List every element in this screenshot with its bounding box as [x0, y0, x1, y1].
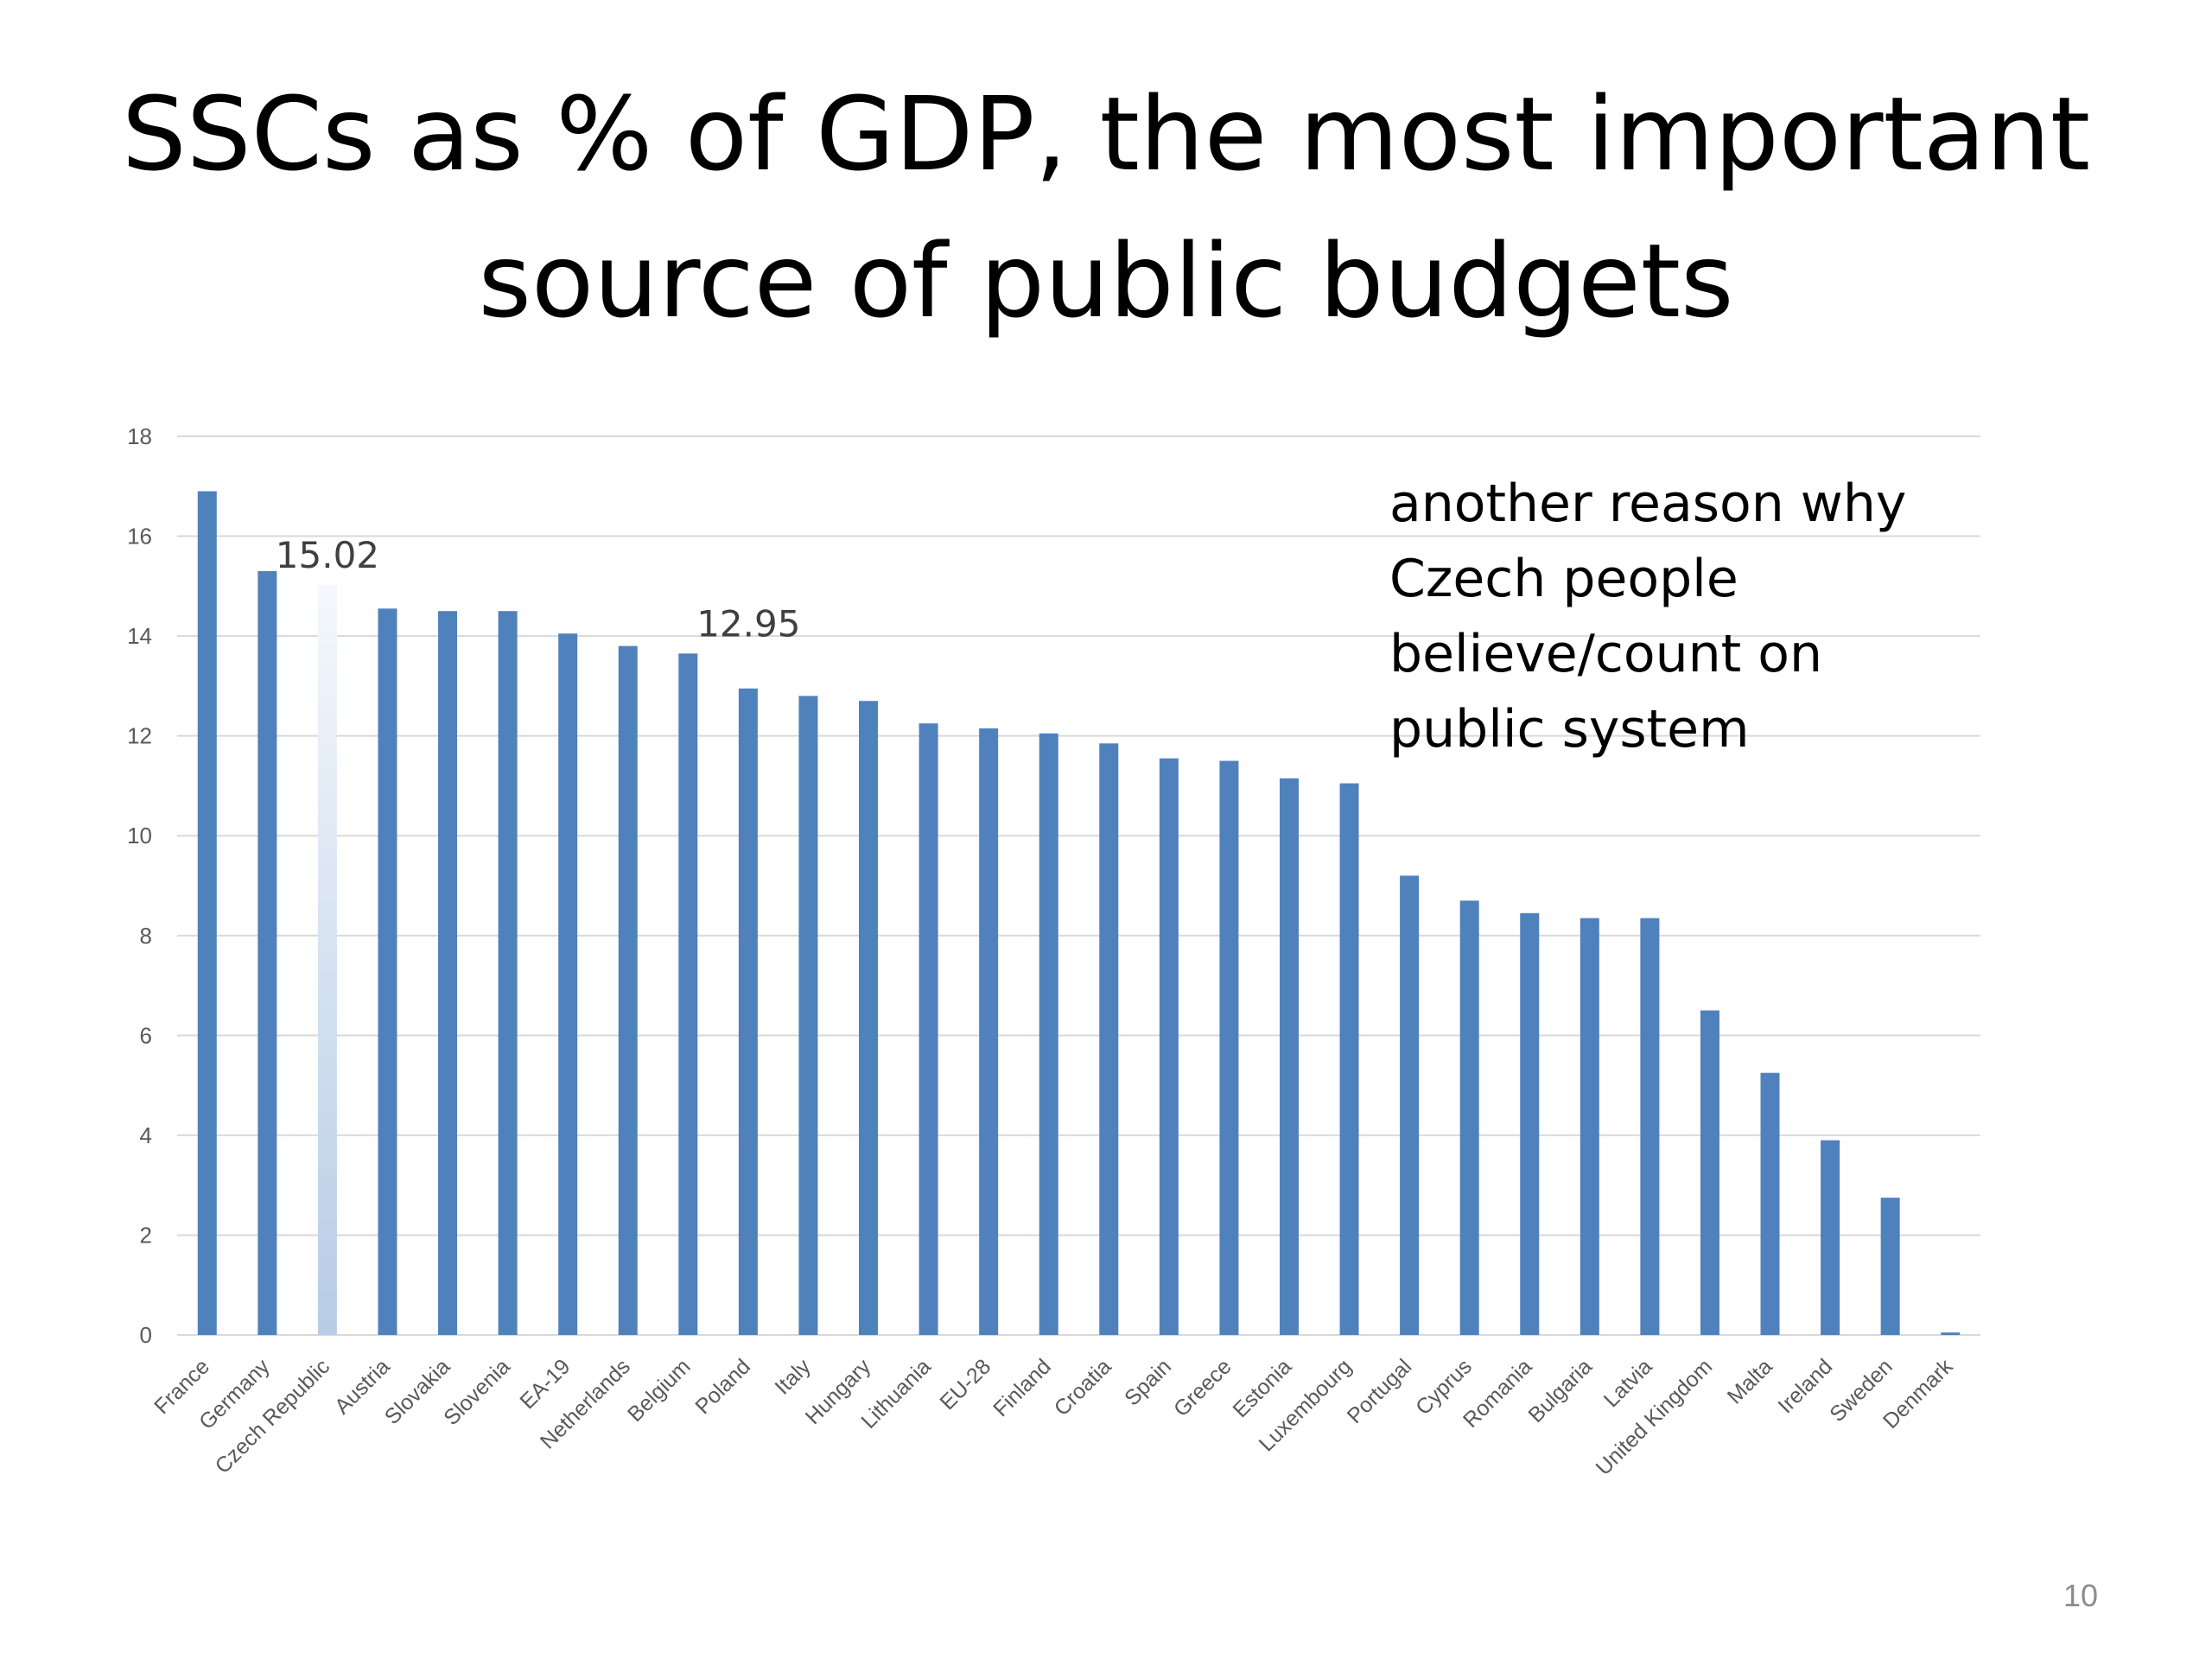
bar-bulgaria	[1580, 918, 1599, 1335]
annotation-text: another reason why Czech people believe/…	[1389, 467, 2012, 767]
x-tick-label: Poland	[690, 1354, 755, 1419]
bar-united-kingdom	[1700, 1010, 1719, 1335]
bar-eu-28	[979, 728, 999, 1335]
x-tick-label: Bulgaria	[1523, 1354, 1597, 1427]
x-tick-label: Greece	[1169, 1354, 1236, 1421]
bar-spain	[1159, 758, 1179, 1335]
y-tick-label: 0	[140, 1322, 152, 1348]
y-tick-label: 2	[140, 1222, 152, 1248]
y-tick-label: 12	[127, 723, 152, 749]
bar-belgium	[678, 653, 698, 1335]
x-tick-label: EU-28	[935, 1354, 995, 1414]
y-tick-label: 10	[127, 823, 152, 849]
bar-germany	[257, 571, 277, 1335]
annotation-line-2: Czech people	[1389, 549, 1738, 609]
bar-malta	[1760, 1072, 1780, 1335]
bar-slovakia	[438, 611, 458, 1335]
bar-netherlands	[618, 645, 638, 1335]
slide-title-line-1: SSCs as % of GDP, the most important	[121, 74, 2091, 194]
x-tick-label: Belgium	[623, 1354, 696, 1427]
bar-denmark	[1941, 1332, 1961, 1335]
bar-cyprus	[1459, 900, 1479, 1335]
y-tick-label: 4	[140, 1122, 152, 1148]
gridlines	[177, 435, 1980, 1336]
bar-austria	[378, 608, 397, 1335]
y-tick-label: 16	[127, 524, 152, 550]
bar-slovenia	[498, 611, 518, 1335]
y-tick-label: 18	[127, 423, 152, 449]
annotation-line-3: believe/count on	[1389, 624, 1822, 684]
x-tick-label: Latvia	[1599, 1354, 1657, 1412]
bar-portugal	[1400, 875, 1420, 1335]
page-number: 10	[2063, 1578, 2099, 1613]
slide-title-line-2: source of public budgets	[478, 221, 1734, 340]
bar-france	[197, 491, 217, 1335]
x-tick-label: Croatia	[1050, 1354, 1116, 1421]
x-tick-label: Spain	[1120, 1354, 1176, 1410]
bar-luxembourg	[1339, 783, 1359, 1335]
x-tick-label: Malta	[1723, 1354, 1777, 1408]
bar-romania	[1520, 912, 1540, 1335]
annotation-line-1: another reason why	[1389, 474, 1907, 534]
bar-hungary	[859, 701, 879, 1335]
bar-ea-19	[558, 633, 578, 1335]
slide-title: SSCs as % of GDP, the most important sou…	[0, 60, 2212, 354]
x-tick-label: Italy	[770, 1354, 816, 1400]
bars	[197, 491, 1961, 1335]
x-tick-label: Portugal	[1343, 1354, 1417, 1428]
data-labels: 15.02 12.95	[276, 534, 801, 645]
x-tick-label: Finland	[988, 1354, 1056, 1421]
bar-poland	[738, 688, 758, 1335]
bar-ireland	[1821, 1140, 1840, 1335]
y-tick-label: 6	[140, 1022, 152, 1048]
bar-croatia	[1099, 743, 1119, 1335]
bar-estonia	[1279, 778, 1299, 1335]
bar-finland	[1039, 733, 1058, 1335]
annotation-line-4: public system	[1389, 699, 1750, 760]
bar-sweden	[1880, 1198, 1900, 1335]
y-axis-tick-labels: 0 2 4 6 8 10 12 14 16 18	[127, 423, 152, 1348]
data-label: 15.02	[276, 534, 379, 576]
x-tick-label: Slovenia	[439, 1354, 515, 1430]
bar-latvia	[1640, 918, 1660, 1335]
x-tick-label: EA-19	[515, 1354, 575, 1414]
y-tick-label: 8	[140, 923, 152, 949]
data-label: 12.95	[696, 602, 800, 645]
bar-czech-republic	[317, 585, 337, 1335]
y-tick-label: 14	[127, 623, 152, 649]
bar-italy	[798, 696, 818, 1335]
bar-greece	[1219, 760, 1239, 1335]
bar-lithuania	[918, 723, 938, 1335]
